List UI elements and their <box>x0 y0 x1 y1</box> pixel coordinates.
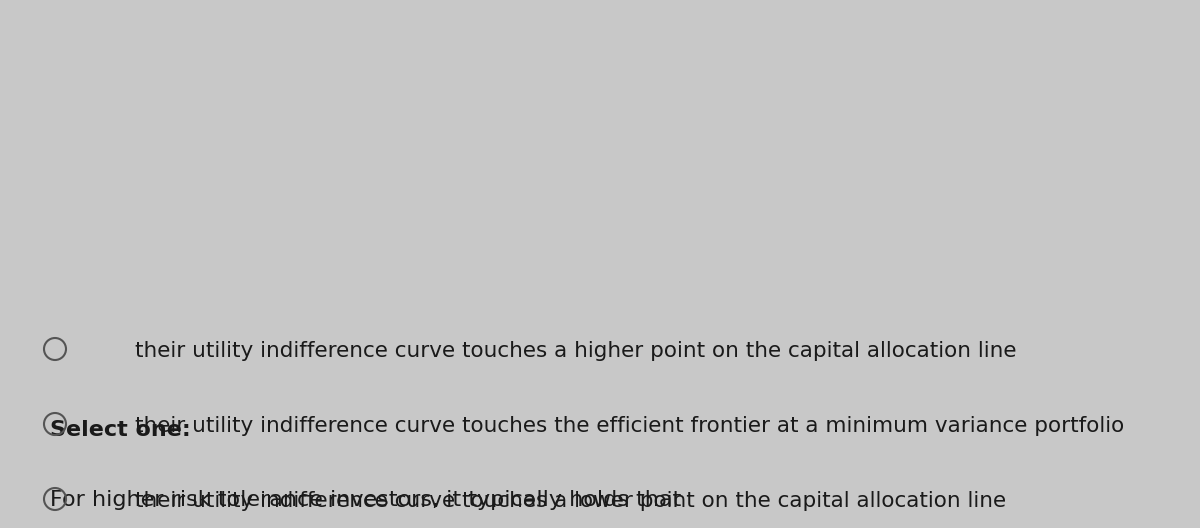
Text: For higher risk tolerance investors, it typically holds that: For higher risk tolerance investors, it … <box>50 490 682 510</box>
Text: Select one:: Select one: <box>50 420 191 440</box>
Text: their utility indifference curve touches a lower point on the capital allocation: their utility indifference curve touches… <box>134 491 1006 511</box>
Text: their utility indifference curve touches the efficient frontier at a minimum var: their utility indifference curve touches… <box>134 416 1124 436</box>
Text: their utility indifference curve touches a higher point on the capital allocatio: their utility indifference curve touches… <box>134 341 1016 361</box>
